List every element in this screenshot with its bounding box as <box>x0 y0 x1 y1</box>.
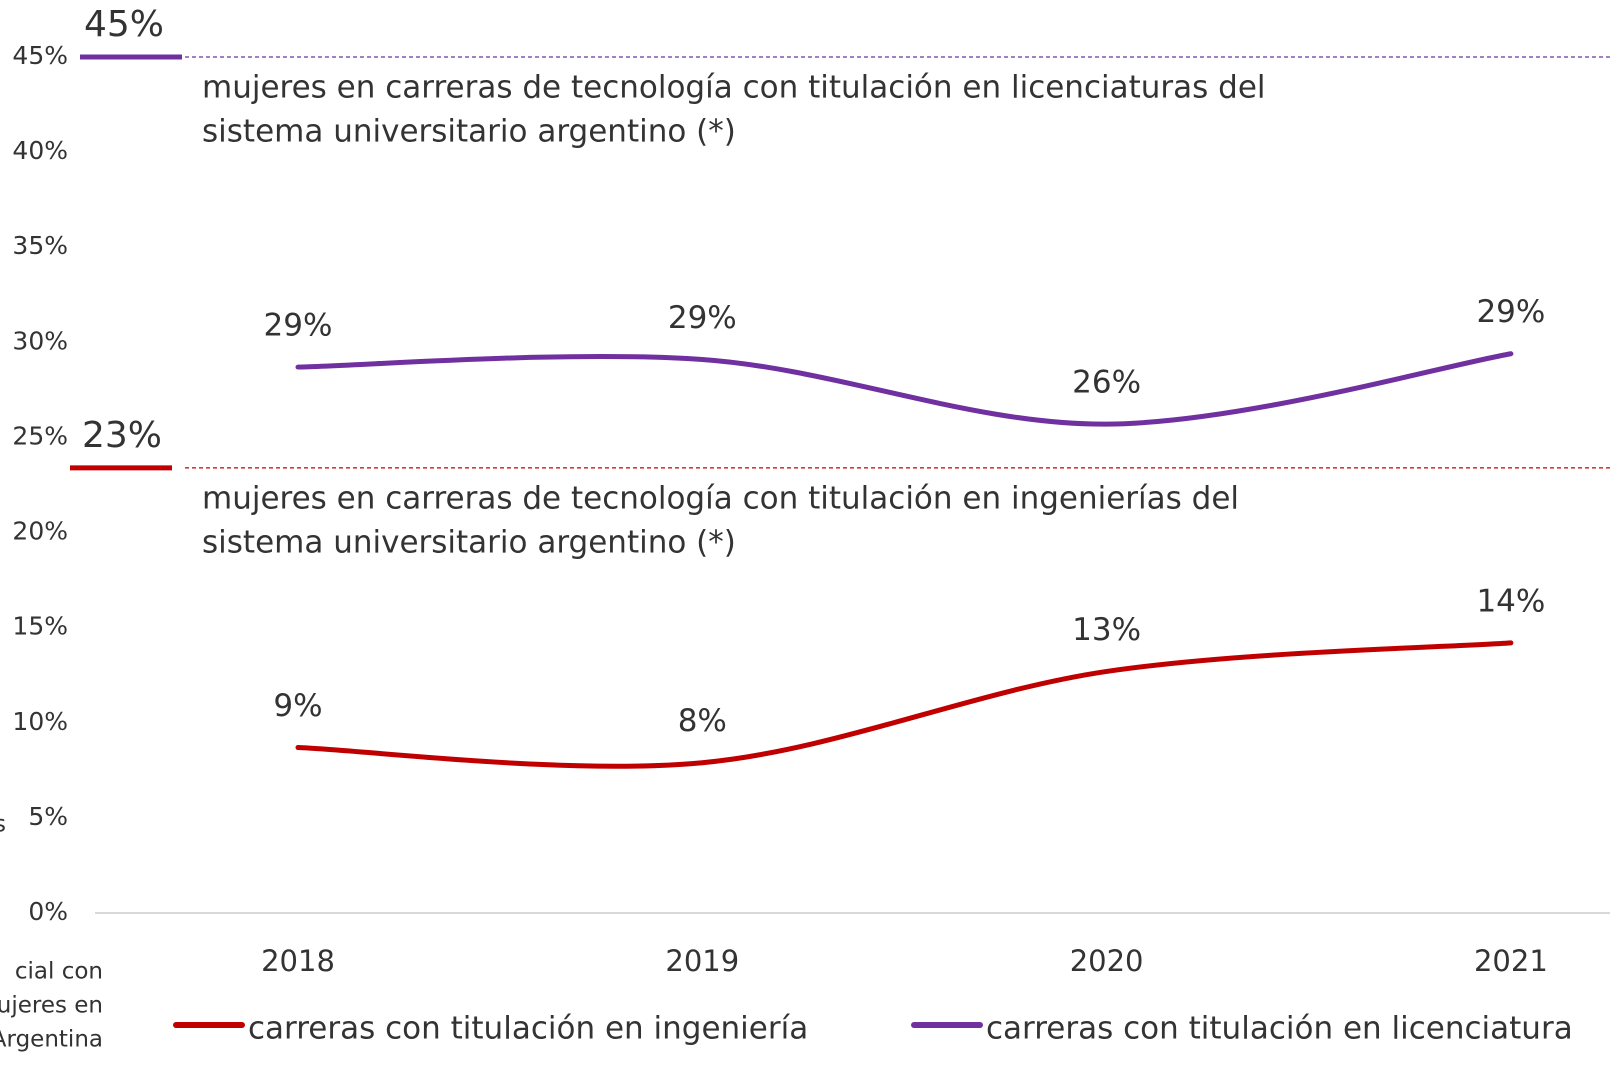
data-label: 9% <box>273 688 322 724</box>
y-tick-label: 10% <box>12 707 68 736</box>
data-label: 13% <box>1072 612 1141 648</box>
x-tick-label: 2019 <box>665 944 739 978</box>
reference-text: sistema universitario argentino (*) <box>202 114 736 150</box>
reference-text: mujeres en carreras de tecnología con ti… <box>202 480 1239 516</box>
data-label: 29% <box>668 300 737 336</box>
series-line <box>295 640 1514 769</box>
series-line <box>295 351 1514 427</box>
side-note: mujeres en <box>0 993 103 1019</box>
y-tick-label: 45% <box>12 41 68 70</box>
legend-label: carreras con titulación en licenciatura <box>986 1011 1573 1047</box>
y-tick-label: 30% <box>12 326 68 355</box>
reference-text: sistema universitario argentino (*) <box>202 524 736 560</box>
y-tick-label: 40% <box>12 136 68 165</box>
y-tick-label: 0% <box>28 897 68 926</box>
y-tick-label: 35% <box>12 231 68 260</box>
reference-label: 45% <box>84 4 164 45</box>
data-label: 8% <box>678 703 727 739</box>
side-note: n Argentina <box>0 1027 103 1053</box>
legend-label: carreras con titulación en ingeniería <box>248 1011 808 1047</box>
reference-label: 23% <box>82 415 162 456</box>
reference-text: mujeres en carreras de tecnología con ti… <box>202 70 1266 106</box>
y-tick-label: 15% <box>12 612 68 641</box>
y-tick-label: 20% <box>12 517 68 546</box>
data-label: 26% <box>1072 365 1141 401</box>
x-tick-label: 2020 <box>1070 944 1144 978</box>
side-note: cial con <box>15 959 103 985</box>
x-tick-label: 2018 <box>261 944 335 978</box>
y-tick-label: 5% <box>28 802 68 831</box>
data-label: 14% <box>1476 583 1545 619</box>
side-note: s <box>0 812 6 838</box>
data-label: 29% <box>1476 294 1545 330</box>
x-tick-label: 2021 <box>1474 944 1548 978</box>
y-tick-label: 25% <box>12 421 68 450</box>
data-label: 29% <box>264 308 333 344</box>
